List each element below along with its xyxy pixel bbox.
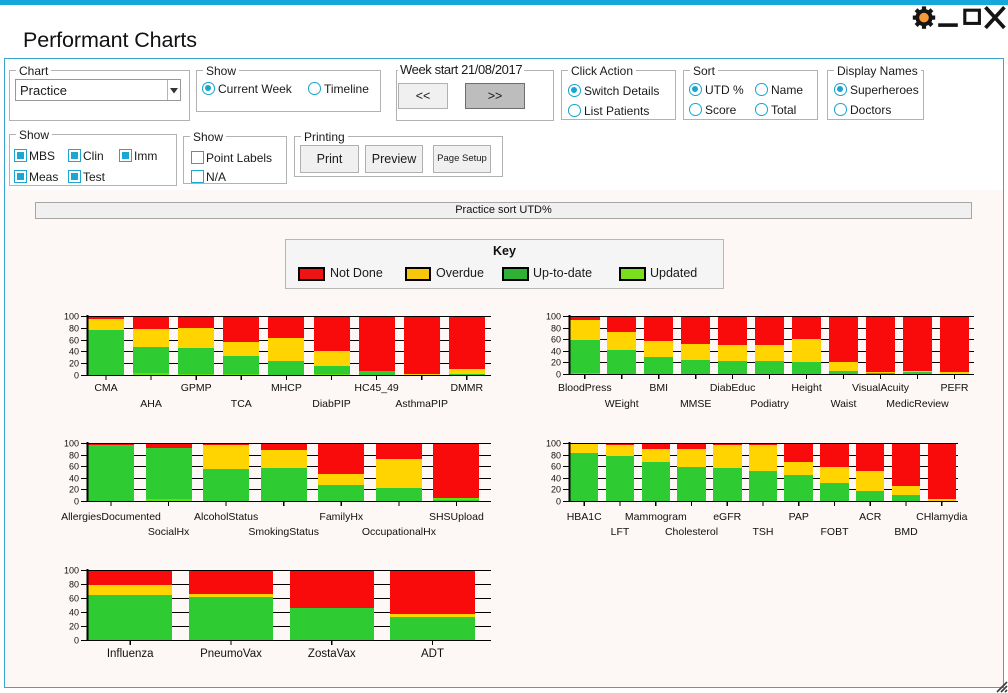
svg-text:0: 0 <box>556 370 561 380</box>
svg-text:SmokingStatus: SmokingStatus <box>248 526 319 538</box>
svg-text:100: 100 <box>546 312 561 322</box>
svg-text:AHA: AHA <box>140 398 162 410</box>
svg-text:20: 20 <box>69 622 79 632</box>
svg-text:VisualAcuity: VisualAcuity <box>852 382 910 394</box>
svg-text:WEight: WEight <box>605 398 639 410</box>
svg-text:40: 40 <box>69 474 79 484</box>
svg-text:CHlamydia: CHlamydia <box>916 511 968 523</box>
svg-text:60: 60 <box>69 462 79 472</box>
svg-text:100: 100 <box>64 566 79 576</box>
svg-text:Cholesterol: Cholesterol <box>665 526 718 538</box>
svg-text:100: 100 <box>64 312 79 322</box>
svg-text:OccupationalHx: OccupationalHx <box>362 526 437 538</box>
svg-text:ADT: ADT <box>421 648 444 660</box>
svg-text:DMMR: DMMR <box>450 382 483 394</box>
svg-text:GPMP: GPMP <box>181 382 212 394</box>
svg-text:20: 20 <box>69 359 79 369</box>
svg-text:AsthmaPIP: AsthmaPIP <box>395 398 448 410</box>
svg-text:DiabPIP: DiabPIP <box>312 398 351 410</box>
svg-text:80: 80 <box>69 580 79 590</box>
svg-text:TCA: TCA <box>231 398 252 410</box>
svg-text:40: 40 <box>69 608 79 618</box>
svg-text:Podiatry: Podiatry <box>750 398 789 410</box>
svg-text:PAP: PAP <box>789 511 809 523</box>
svg-text:100: 100 <box>546 439 561 449</box>
svg-text:FOBT: FOBT <box>821 526 850 538</box>
svg-text:DiabEduc: DiabEduc <box>710 382 756 394</box>
svg-text:0: 0 <box>74 636 79 646</box>
svg-text:LFT: LFT <box>611 526 630 538</box>
svg-text:ZostaVax: ZostaVax <box>308 648 356 660</box>
svg-text:80: 80 <box>551 451 561 461</box>
svg-text:0: 0 <box>74 371 79 381</box>
svg-text:BloodPress: BloodPress <box>558 382 612 394</box>
svg-text:FamilyHx: FamilyHx <box>319 511 363 523</box>
svg-text:BMI: BMI <box>649 382 668 394</box>
svg-text:40: 40 <box>551 347 561 357</box>
svg-text:Influenza: Influenza <box>107 648 154 660</box>
svg-text:80: 80 <box>69 324 79 334</box>
svg-text:Mammogram: Mammogram <box>625 511 687 523</box>
svg-text:Waist: Waist <box>831 398 857 410</box>
svg-text:AlcoholStatus: AlcoholStatus <box>194 511 258 523</box>
svg-text:20: 20 <box>551 485 561 495</box>
svg-text:80: 80 <box>69 451 79 461</box>
svg-text:SHSUpload: SHSUpload <box>429 511 484 523</box>
svg-text:ACR: ACR <box>859 511 882 523</box>
svg-text:AllergiesDocumented: AllergiesDocumented <box>61 511 161 523</box>
svg-text:60: 60 <box>551 335 561 345</box>
svg-text:MMSE: MMSE <box>680 398 712 410</box>
svg-text:40: 40 <box>551 474 561 484</box>
svg-text:TSH: TSH <box>753 526 774 538</box>
svg-text:40: 40 <box>69 347 79 357</box>
svg-text:MedicReview: MedicReview <box>886 398 949 410</box>
svg-text:PEFR: PEFR <box>940 382 968 394</box>
svg-text:HC45_49: HC45_49 <box>354 382 399 394</box>
svg-text:60: 60 <box>69 336 79 346</box>
svg-text:MHCP: MHCP <box>271 382 302 394</box>
svg-text:eGFR: eGFR <box>713 511 741 523</box>
svg-text:BMD: BMD <box>894 526 918 538</box>
svg-text:PneumoVax: PneumoVax <box>200 648 262 660</box>
svg-text:80: 80 <box>551 324 561 334</box>
svg-text:SocialHx: SocialHx <box>148 526 190 538</box>
svg-text:100: 100 <box>64 439 79 449</box>
svg-text:CMA: CMA <box>94 382 117 394</box>
svg-text:0: 0 <box>556 497 561 507</box>
svg-text:20: 20 <box>551 358 561 368</box>
svg-text:0: 0 <box>74 497 79 507</box>
svg-text:HBA1C: HBA1C <box>567 511 602 523</box>
svg-text:Height: Height <box>791 382 821 394</box>
svg-text:20: 20 <box>69 485 79 495</box>
svg-text:60: 60 <box>69 594 79 604</box>
svg-text:60: 60 <box>551 462 561 472</box>
